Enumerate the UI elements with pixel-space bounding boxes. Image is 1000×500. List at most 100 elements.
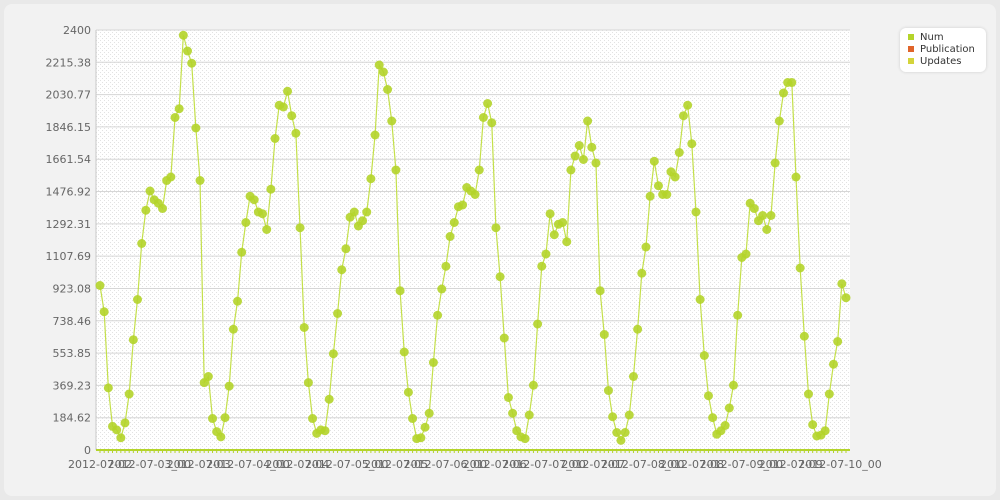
data-point[interactable] — [549, 230, 559, 240]
data-point[interactable] — [616, 435, 626, 445]
data-point[interactable] — [703, 391, 713, 401]
data-point[interactable] — [366, 174, 376, 184]
data-point[interactable] — [399, 347, 409, 357]
data-point[interactable] — [112, 425, 122, 435]
data-point[interactable] — [724, 403, 734, 413]
data-point[interactable] — [320, 426, 330, 436]
data-point[interactable] — [203, 372, 213, 381]
data-point[interactable] — [420, 422, 430, 432]
data-point[interactable] — [787, 78, 797, 87]
data-point[interactable] — [270, 134, 280, 143]
data-point[interactable] — [824, 389, 834, 399]
data-point[interactable] — [653, 181, 663, 191]
data-point[interactable] — [187, 58, 197, 68]
data-point[interactable] — [178, 30, 188, 40]
data-point[interactable] — [683, 100, 693, 110]
data-point[interactable] — [649, 156, 659, 166]
data-point[interactable] — [562, 237, 572, 247]
data-point[interactable] — [728, 380, 738, 390]
data-point[interactable] — [491, 223, 501, 233]
data-point[interactable] — [333, 309, 343, 318]
data-point[interactable] — [637, 268, 647, 278]
data-point[interactable] — [120, 418, 130, 428]
data-point[interactable] — [241, 218, 251, 227]
data-point[interactable] — [124, 389, 134, 399]
data-point[interactable] — [687, 139, 697, 149]
data-point[interactable] — [195, 176, 205, 185]
data-point[interactable] — [416, 433, 426, 443]
data-point[interactable] — [408, 414, 418, 423]
data-point[interactable] — [299, 323, 309, 332]
data-point[interactable] — [337, 265, 347, 275]
data-point[interactable] — [266, 184, 276, 194]
data-point[interactable] — [570, 151, 580, 161]
data-point[interactable] — [537, 261, 547, 271]
data-point[interactable] — [324, 394, 334, 404]
data-point[interactable] — [258, 209, 268, 219]
data-point[interactable] — [474, 165, 484, 175]
data-point[interactable] — [103, 383, 113, 393]
data-point[interactable] — [499, 333, 509, 343]
data-point[interactable] — [99, 307, 109, 317]
data-point[interactable] — [641, 242, 651, 252]
data-point[interactable] — [358, 216, 368, 226]
data-point[interactable] — [191, 123, 201, 133]
legend-item-publication[interactable]: Publication — [908, 44, 975, 56]
data-point[interactable] — [624, 410, 634, 420]
data-point[interactable] — [445, 232, 455, 241]
data-point[interactable] — [749, 204, 759, 213]
data-point[interactable] — [741, 249, 751, 259]
data-point[interactable] — [341, 244, 351, 254]
data-point[interactable] — [633, 324, 643, 334]
data-point[interactable] — [766, 211, 776, 220]
data-point[interactable] — [595, 286, 605, 296]
data-point[interactable] — [483, 99, 493, 108]
data-point[interactable] — [612, 428, 622, 437]
data-point[interactable] — [374, 60, 384, 70]
data-point[interactable] — [808, 420, 818, 430]
data-point[interactable] — [678, 111, 688, 121]
data-point[interactable] — [137, 239, 147, 248]
data-point[interactable] — [603, 386, 613, 395]
data-point[interactable] — [183, 46, 193, 56]
data-point[interactable] — [508, 408, 518, 418]
data-point[interactable] — [308, 414, 318, 423]
data-point[interactable] — [833, 337, 843, 346]
data-point[interactable] — [224, 381, 234, 391]
data-point[interactable] — [295, 223, 305, 233]
data-point[interactable] — [428, 358, 438, 367]
data-point[interactable] — [795, 263, 805, 273]
data-point[interactable] — [437, 284, 447, 294]
data-point[interactable] — [558, 218, 568, 227]
data-point[interactable] — [362, 207, 372, 217]
data-point[interactable] — [449, 218, 459, 227]
data-point[interactable] — [583, 116, 593, 126]
data-point[interactable] — [662, 190, 672, 199]
data-point[interactable] — [458, 200, 468, 210]
data-point[interactable] — [133, 295, 143, 304]
data-point[interactable] — [841, 293, 851, 303]
data-point[interactable] — [699, 351, 709, 360]
data-point[interactable] — [503, 393, 513, 402]
data-point[interactable] — [470, 190, 480, 199]
legend-item-num[interactable]: Num — [908, 32, 944, 44]
data-point[interactable] — [433, 310, 443, 320]
data-point[interactable] — [762, 225, 772, 234]
data-point[interactable] — [828, 359, 838, 369]
data-point[interactable] — [599, 330, 609, 339]
data-point[interactable] — [799, 331, 809, 341]
data-point[interactable] — [495, 272, 505, 282]
data-point[interactable] — [303, 378, 313, 388]
data-point[interactable] — [237, 247, 247, 257]
data-point[interactable] — [95, 281, 105, 290]
data-point[interactable] — [774, 116, 784, 126]
data-point[interactable] — [708, 413, 718, 423]
data-point[interactable] — [441, 261, 451, 271]
data-point[interactable] — [391, 165, 401, 175]
data-point[interactable] — [283, 86, 293, 96]
data-point[interactable] — [520, 434, 530, 444]
data-point[interactable] — [228, 324, 238, 334]
data-point[interactable] — [620, 428, 630, 437]
data-point[interactable] — [791, 172, 801, 182]
data-point[interactable] — [220, 413, 230, 423]
